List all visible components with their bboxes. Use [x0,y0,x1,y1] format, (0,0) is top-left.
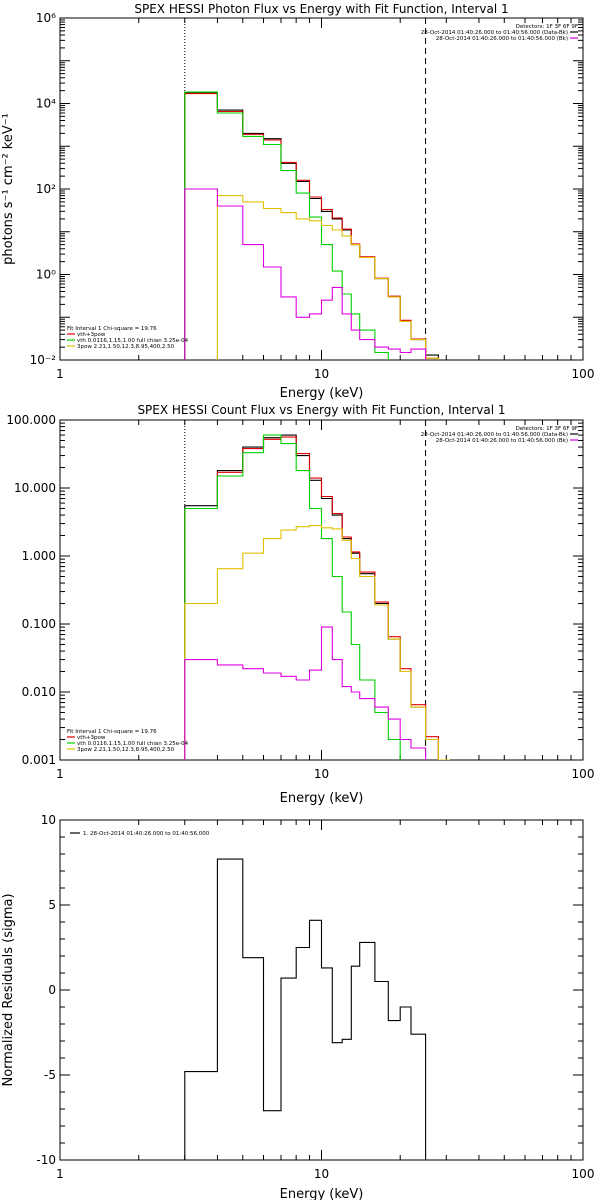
series-line-2 [184,436,450,760]
y-axis-label: Normalized Residuals (sigma) [1,893,16,1086]
y-tick-label: -5 [44,1068,56,1082]
chart-panel-2: SPEX HESSI Count Flux vs Energy with Fit… [6,403,595,806]
chart-panel-1: SPEX HESSI Photon Flux vs Energy with Fi… [1,2,595,401]
chart-panel-3: 1 10 100 -10 -5 0 5 10 Energy (keV) Normalized Re… [1,813,594,1200]
x-tick-label: 10 [314,767,329,781]
y-tick-label: 10² [36,182,56,196]
y-tick-label: 10⁶ [36,11,56,25]
legend-entry: 28-Oct-2014 01:40:26.000 to 01:40:56.000… [421,30,568,36]
plot-frame [59,419,584,761]
x-tick-label: 10 [314,367,329,381]
y-tick-label: 10⁴ [36,97,56,111]
x-tick-label: 1 [56,1167,64,1181]
series-line-3 [184,91,389,360]
y-tick-label: 100.000 [6,413,56,427]
x-axis-label: Energy (keV) [280,386,364,401]
y-tick-label: 10.000 [14,481,56,495]
legend-entry: Detectors: 1F 3F 6F 9F [516,24,578,30]
chart-title: SPEX HESSI Count Flux vs Energy with Fit… [137,403,505,417]
legend-entry: 28-Oct-2014 01:40:26.000 to 01:40:56.000… [436,36,568,42]
series-line-5 [184,188,427,360]
legend-entry: 28-Oct-2014 01:40:26.000 to 01:40:56.000… [436,438,568,444]
x-axis-label: Energy (keV) [280,791,364,806]
plot-frame [59,819,584,1161]
legend-entry: Detectors: 1F 3F 6F 9F [516,426,578,432]
legend-entry: vth 0.0116,1.15,1.00 full chian 3.25e-04 [77,741,189,747]
x-tick-label: 100 [572,767,595,781]
legend-entry: vth+3pow [77,332,106,338]
y-axis-label: photons s⁻¹ cm⁻² keV⁻¹ [1,113,16,265]
series-line-3 [184,434,401,760]
legend-entry: 1. 28-Oct-2014 01:40:26.000 to 01:40:56.… [83,831,210,837]
y-tick-label: 10⁰ [36,268,56,282]
x-axis-label: Energy (keV) [280,1187,364,1200]
series-line-1 [184,92,439,360]
series-line-4 [216,195,439,360]
x-tick-label: 10 [314,1167,329,1181]
legend-entry: 28-Oct-2014 01:40:26.000 to 01:40:56.000… [421,432,568,438]
y-tick-label: 0.100 [22,617,56,631]
legend-entry: 3pow 2.21,1.50,12.3,8.95,400,2.50 [77,747,175,753]
y-tick-label: 1.000 [22,549,56,563]
y-tick-label: -10 [36,1153,56,1167]
y-tick-label: 10 [41,813,56,827]
series-line-1 [184,858,427,1160]
y-tick-label: 0.010 [22,685,56,699]
x-tick-label: 1 [56,367,64,381]
y-tick-label: 10⁻² [30,353,57,367]
series-line-2 [184,93,439,360]
chart-title: SPEX HESSI Photon Flux vs Energy with Fi… [134,2,508,16]
legend-entry: 3pow 2.21,1.50,12.3,8.95,400,2.50 [77,344,175,350]
legend-entry: Fit Interval 1 Chi-square = 19.76 [67,729,157,735]
x-tick-label: 100 [572,367,595,381]
legend-entry: vth+3pow [77,735,106,741]
y-tick-label: 5 [48,898,56,912]
legend-entry: Fit Interval 1 Chi-square = 19.76 [67,326,157,332]
series-line-4 [184,525,450,760]
x-tick-label: 1 [56,767,64,781]
series-line-1 [184,434,439,760]
legend-entry: vth 0.0116,1.15,1.00 full chian 3.25e-04 [77,338,189,344]
y-tick-label: 0.001 [22,753,56,767]
series-line-5 [184,626,427,760]
x-tick-label: 100 [572,1167,595,1181]
y-tick-label: 0 [48,983,56,997]
